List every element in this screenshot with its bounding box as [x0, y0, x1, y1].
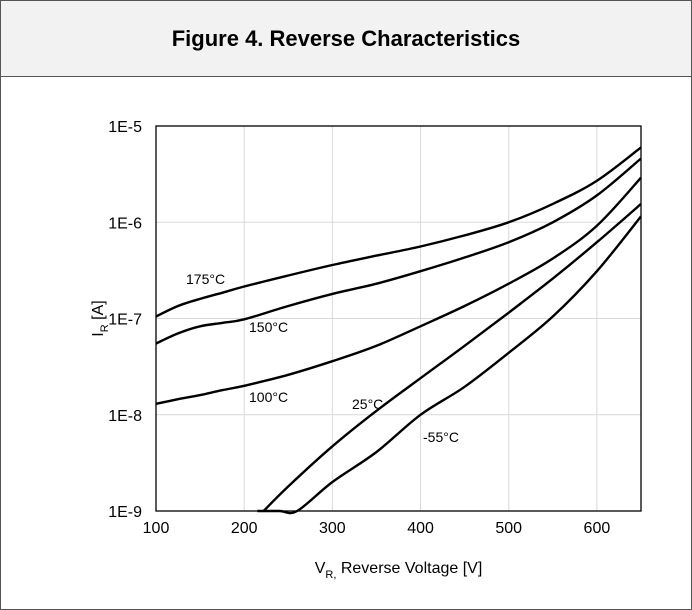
figure-title: Figure 4. Reverse Characteristics	[171, 25, 521, 51]
x-tick-label: 600	[584, 520, 611, 537]
x-axis-title: VR, Reverse Voltage [V]	[315, 560, 483, 581]
series-line-150c	[155, 157, 642, 345]
x-tick-label: 500	[495, 520, 522, 537]
curve-label: -55°C	[423, 429, 459, 445]
y-tick-label: 1E-6	[108, 215, 142, 232]
axis-ticks: 100 200 300 400 500 600 1E-9 1E-8 1E-7 1E-6 1E-5	[108, 119, 610, 537]
chart-grid	[156, 125, 641, 512]
y-axis-title: IR [A]	[90, 300, 111, 336]
plot-area-border	[155, 125, 642, 512]
y-tick-label: 1E-7	[108, 312, 142, 329]
series-line-minus55c	[257, 215, 642, 515]
series-line-25c	[262, 202, 642, 512]
curve-label: 150°C	[249, 319, 288, 335]
x-tick-label: 200	[231, 520, 258, 537]
curve-labels: 175°C 150°C 100°C 25°C -55°C	[186, 271, 459, 445]
y-tick-label: 1E-8	[108, 408, 142, 425]
x-tick-label: 100	[143, 520, 170, 537]
y-tick-label: 1E-9	[108, 504, 142, 521]
y-tick-label: 1E-5	[108, 119, 142, 136]
figure-header: Figure 4. Reverse Characteristics	[1, 1, 691, 77]
x-tick-label: 300	[319, 520, 346, 537]
curve-label: 100°C	[249, 389, 288, 405]
curve-label: 175°C	[186, 271, 225, 287]
chart-series	[155, 146, 642, 515]
curve-label: 25°C	[352, 396, 383, 412]
series-line-100c	[155, 176, 642, 405]
series-line-175c	[155, 146, 642, 318]
x-tick-label: 400	[407, 520, 434, 537]
